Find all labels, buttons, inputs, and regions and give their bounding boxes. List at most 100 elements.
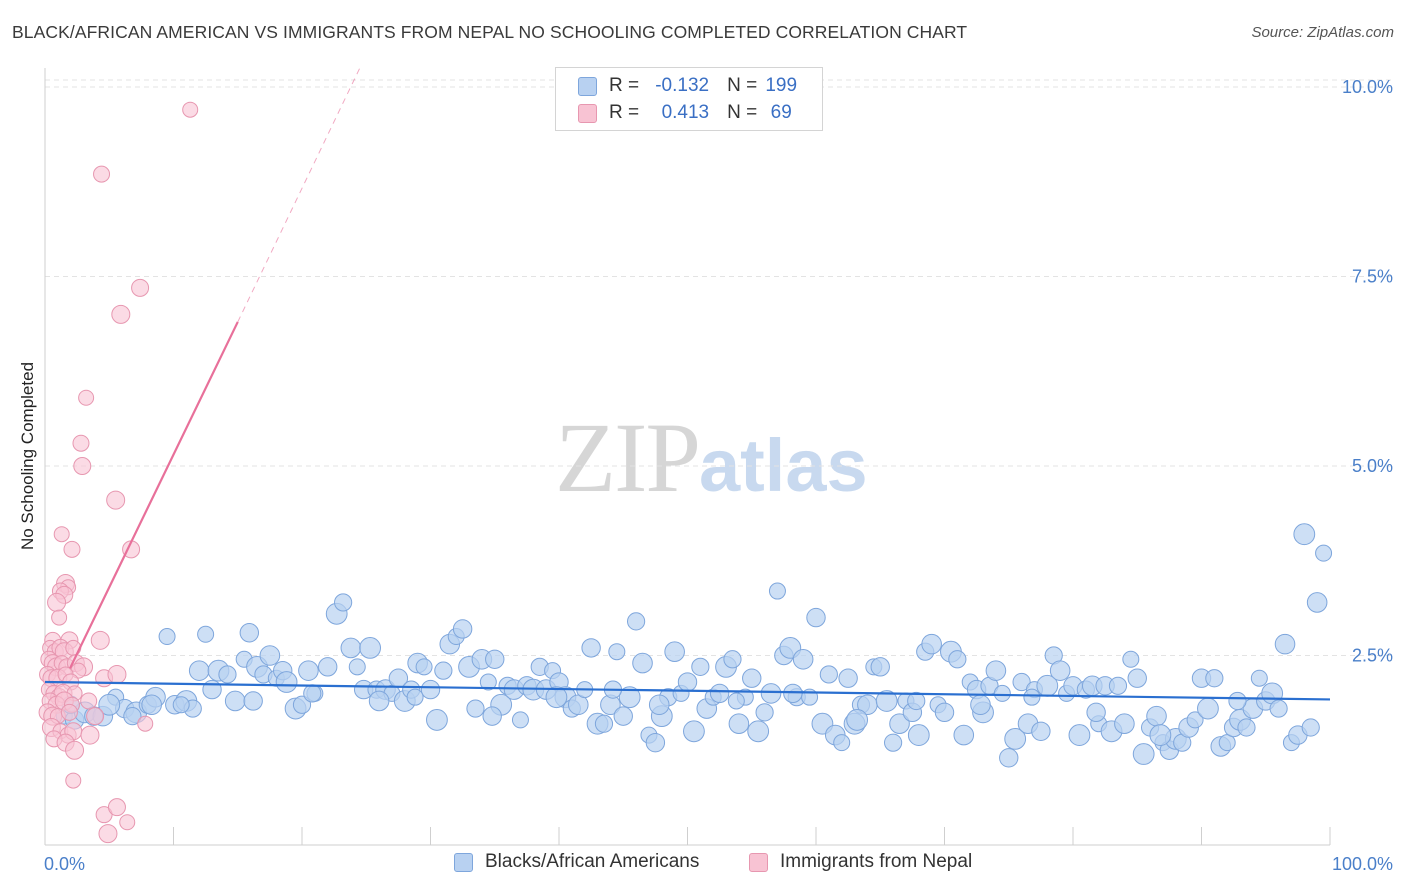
y-tick-label: 7.5% (1352, 266, 1393, 286)
data-point-blacks (970, 694, 991, 716)
legend-label-nepal: Immigrants from Nepal (780, 851, 973, 872)
data-point-blacks (1031, 721, 1051, 741)
data-point-nepal (90, 630, 110, 650)
data-point-blacks (1237, 718, 1256, 737)
data-point-blacks (627, 612, 646, 631)
data-point-nepal (65, 772, 82, 789)
data-point-nepal (93, 165, 111, 183)
data-point-blacks (819, 665, 838, 684)
data-point-nepal (86, 707, 105, 726)
legend-r-label: R = (609, 102, 640, 123)
data-point-blacks (1186, 711, 1204, 729)
data-point-blacks (1004, 727, 1027, 750)
data-point-nepal (72, 434, 90, 452)
data-point-blacks (1086, 702, 1106, 723)
data-point-nepal (98, 824, 118, 844)
data-point-blacks (188, 660, 210, 681)
data-point-blacks (1301, 718, 1320, 737)
data-point-blacks (334, 593, 353, 612)
data-point-blacks (1049, 660, 1071, 681)
y-axis-label: No Schooling Completed (18, 362, 37, 550)
legend-item-blacks[interactable]: Blacks/African Americans (454, 851, 699, 873)
data-point-blacks (485, 649, 505, 669)
data-point-nepal (131, 278, 150, 297)
data-point-nepal (80, 725, 100, 745)
data-point-nepal (65, 740, 85, 760)
data-point-blacks (838, 668, 858, 688)
data-point-blacks (434, 661, 453, 680)
watermark-zip: ZIP (555, 402, 701, 513)
data-point-blacks (1306, 592, 1328, 613)
data-point-blacks (691, 657, 710, 676)
data-point-blacks (833, 734, 851, 752)
data-point-blacks (482, 706, 502, 726)
data-point-nepal (137, 715, 154, 732)
data-point-blacks (953, 724, 975, 746)
legend-row-nepal: R = 0.413 N = 69 (578, 101, 805, 125)
data-point-blacks (368, 690, 390, 712)
data-point-blacks (608, 643, 626, 661)
data-point-blacks (728, 713, 750, 735)
data-point-blacks (1146, 705, 1167, 727)
legend-n-label: N = (727, 102, 758, 123)
data-point-blacks (1023, 688, 1041, 706)
data-point-blacks (613, 706, 633, 726)
legend-swatch-pink (749, 852, 768, 872)
data-point-blacks (243, 691, 263, 711)
data-point-blacks (340, 637, 362, 659)
grid-lines (45, 79, 1392, 656)
y-tick-label: 5.0% (1352, 456, 1393, 476)
data-point-blacks (141, 694, 162, 716)
data-point-blacks (768, 582, 786, 600)
y-tick-label: 10.0% (1342, 77, 1393, 97)
trend-line-nepal (69, 321, 239, 669)
data-point-blacks (1127, 668, 1147, 688)
data-point-blacks (677, 672, 698, 692)
trend-line-blacks (44, 680, 1331, 701)
data-point-blacks (420, 679, 441, 700)
data-point-blacks (318, 657, 338, 677)
data-point-blacks (581, 638, 601, 658)
data-point-blacks (934, 702, 955, 723)
data-point-blacks (1114, 713, 1135, 735)
data-point-blacks (298, 660, 319, 681)
data-point-blacks (359, 637, 382, 659)
data-point-blacks (1250, 669, 1268, 687)
data-point-blacks (1197, 697, 1219, 720)
data-point-blacks (875, 690, 898, 712)
data-point-blacks (426, 709, 448, 731)
data-point-blacks (1228, 691, 1247, 711)
data-point-blacks (218, 665, 237, 684)
data-point-blacks (727, 692, 745, 710)
legend-r-label: R = (609, 75, 640, 96)
data-point-blacks (292, 695, 312, 714)
data-point-blacks (172, 696, 190, 714)
data-point-blacks (747, 720, 770, 743)
legend-item-nepal[interactable]: Immigrants from Nepal (749, 851, 972, 873)
data-point-blacks (648, 694, 670, 716)
legend-r-value: 0.413 (661, 102, 710, 123)
data-point-nepal (80, 692, 98, 710)
data-point-nepal (107, 664, 127, 684)
data-point-blacks (303, 684, 322, 703)
legend-swatch-blue (454, 852, 473, 872)
legend-n-value: 69 (770, 102, 792, 123)
data-point-blacks (1293, 523, 1316, 546)
chart-title: BLACK/AFRICAN AMERICAN VS IMMIGRANTS FRO… (12, 22, 968, 42)
tick-labels: 2.5% 5.0% 7.5% 10.0% 0.0% 100.0% (44, 77, 1393, 874)
data-point-blacks (275, 671, 298, 693)
data-point-blacks (158, 628, 176, 646)
data-point-blacks (348, 658, 366, 676)
legend-swatch-pink (578, 103, 597, 123)
data-point-nepal (73, 456, 92, 475)
data-point-blacks (479, 673, 497, 691)
data-point-nepal (182, 101, 199, 118)
data-point-blacks (594, 714, 614, 733)
data-point-nepal (106, 490, 126, 510)
data-point-blacks (806, 607, 826, 628)
series-nepal-points (38, 101, 199, 844)
data-point-blacks (239, 623, 260, 643)
series-blacks-points (55, 523, 1333, 768)
data-point-blacks (723, 650, 742, 669)
